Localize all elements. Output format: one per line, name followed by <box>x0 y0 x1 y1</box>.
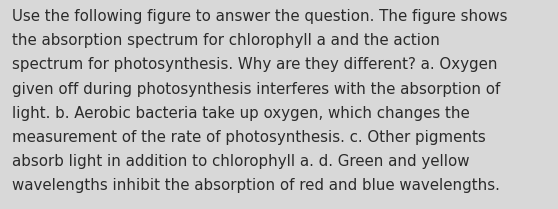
Text: measurement of the rate of photosynthesis. c. Other pigments: measurement of the rate of photosynthesi… <box>12 130 486 145</box>
Text: spectrum for photosynthesis. Why are they different? a. Oxygen: spectrum for photosynthesis. Why are the… <box>12 57 498 73</box>
Text: Use the following figure to answer the question. The figure shows: Use the following figure to answer the q… <box>12 9 508 24</box>
Text: given off during photosynthesis interferes with the absorption of: given off during photosynthesis interfer… <box>12 82 501 97</box>
Text: wavelengths inhibit the absorption of red and blue wavelengths.: wavelengths inhibit the absorption of re… <box>12 178 500 193</box>
Text: light. b. Aerobic bacteria take up oxygen, which changes the: light. b. Aerobic bacteria take up oxyge… <box>12 106 470 121</box>
Text: absorb light in addition to chlorophyll a. d. Green and yellow: absorb light in addition to chlorophyll … <box>12 154 470 169</box>
Text: the absorption spectrum for chlorophyll a and the action: the absorption spectrum for chlorophyll … <box>12 33 440 48</box>
